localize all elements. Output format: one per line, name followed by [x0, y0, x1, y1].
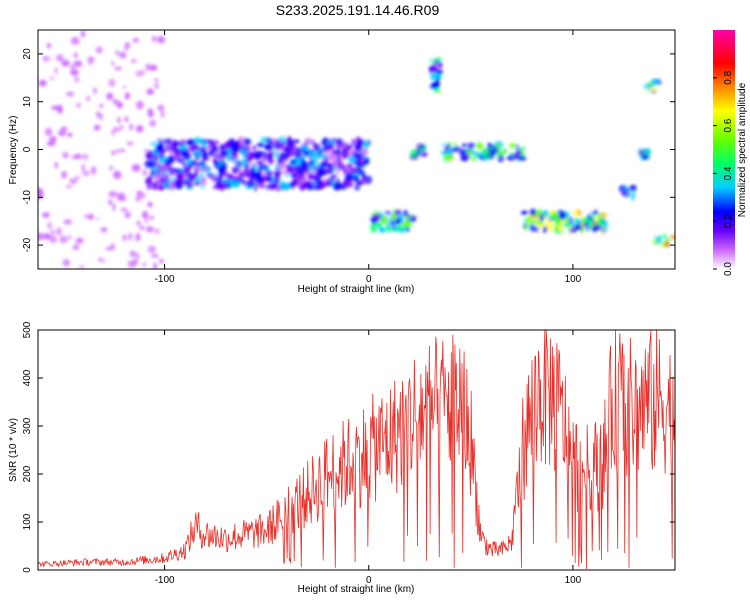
spectrogram-feature — [618, 184, 637, 201]
y-tick-label: 0 — [22, 146, 33, 152]
snr-ticks: -100 0 100 0 100 200 300 400 500 — [22, 321, 675, 586]
spectrogram-x-axis-label: Height of straight line (km) — [298, 284, 415, 295]
colorbar: 0.0 0.2 0.4 0.6 0.8 Normalized spectral ampl… — [713, 30, 748, 276]
x-tick-label: -100 — [155, 274, 175, 285]
spectrogram-feature — [637, 148, 651, 161]
spectrogram-feature — [409, 143, 428, 160]
colorbar-label: Normalized spectral amplitude — [737, 82, 748, 217]
spectrogram-image — [38, 30, 675, 269]
colorbar-tick-label: 0.2 — [723, 214, 734, 228]
spectrogram-y-axis-label: Frequency (Hz) — [8, 116, 19, 185]
colorbar-ticks: 0.0 0.2 0.4 0.6 0.8 — [713, 70, 734, 276]
colorbar-tick-label: 0.8 — [723, 70, 734, 84]
colorbar-tick-label: 0.4 — [723, 166, 734, 180]
snr-panel: -100 0 100 0 100 200 300 400 500 Height of strai… — [8, 321, 676, 595]
y-tick-label: 0 — [22, 567, 33, 573]
colorbar-tick-label: 0.0 — [723, 262, 734, 276]
y-tick-label: -20 — [22, 237, 33, 252]
chart-title: S233.2025.191.14.46.R09 — [275, 2, 440, 18]
spectrogram-feature — [441, 141, 527, 163]
x-tick-label: 100 — [565, 274, 582, 285]
y-tick-label: -10 — [22, 190, 33, 205]
x-tick-label: 0 — [366, 274, 372, 285]
x-tick-label: 0 — [366, 575, 372, 586]
snr-series-line — [38, 330, 675, 570]
y-tick-label: 200 — [22, 465, 33, 482]
colorbar-tick-label: 0.6 — [723, 118, 734, 132]
spectrogram-feature — [370, 209, 417, 234]
spectrogram-feature — [643, 78, 662, 94]
x-tick-label: 100 — [565, 575, 582, 586]
spectrogram-feature — [520, 208, 609, 235]
spectrogram-feature — [38, 30, 166, 269]
snr-y-axis-label: SNR (10 * v/v) — [8, 418, 19, 482]
y-tick-label: 500 — [22, 321, 33, 338]
snr-frame — [37, 329, 676, 571]
y-tick-label: 100 — [22, 513, 33, 530]
colorbar-gradient — [713, 30, 735, 269]
y-tick-label: 300 — [22, 417, 33, 434]
y-tick-label: 10 — [22, 96, 33, 108]
spectrogram-feature — [144, 136, 373, 192]
snr-x-axis-label: Height of straight line (km) — [298, 584, 415, 595]
x-tick-label: -100 — [155, 575, 175, 586]
y-tick-label: 400 — [22, 369, 33, 386]
y-tick-label: 20 — [22, 48, 33, 60]
spectrogram-feature — [428, 56, 444, 94]
spectrogram-feature — [653, 233, 675, 248]
